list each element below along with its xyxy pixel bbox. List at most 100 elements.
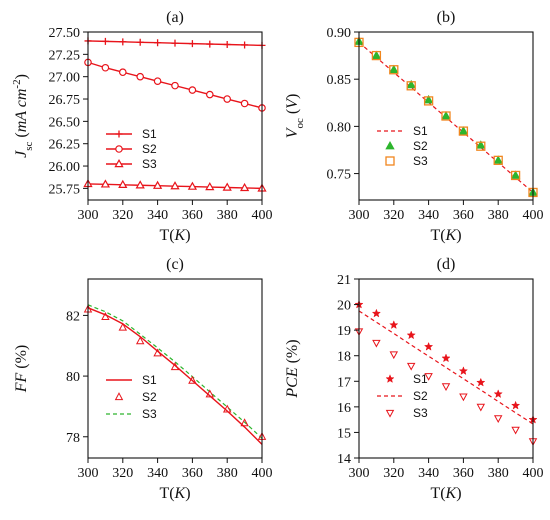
data-point-s1 (476, 377, 486, 387)
data-point-s3 (118, 179, 128, 189)
data-point-s2 (222, 404, 232, 413)
x-tick-label: 320 (112, 208, 133, 223)
label-part: ( (13, 132, 30, 141)
legend-label: S3 (142, 157, 157, 171)
plot-frame (358, 278, 534, 459)
x-tick-label: 300 (78, 208, 99, 223)
panel-label: (b) (437, 9, 456, 26)
data-point-s2 (223, 95, 232, 103)
x-axis-label: T(K) (159, 227, 190, 244)
data-point-s2 (171, 81, 179, 90)
panel-d: 300 320 340 360 380 400 14 15 16 17 18 19 20 21 (d) T(K… (284, 256, 544, 502)
x-tick-label: 360 (453, 208, 474, 223)
plot-frame (358, 31, 534, 201)
y-tick-label: 0.90 (327, 26, 352, 41)
x-tick-label: 300 (78, 466, 99, 481)
panel-label: (d) (437, 256, 456, 273)
data-point-s2 (153, 348, 162, 357)
data-point-s3 (406, 362, 416, 371)
x-tick-label: 340 (147, 466, 168, 481)
x-tick-label: 380 (488, 208, 509, 223)
data-point-s2 (153, 77, 162, 85)
x-tick-label: 380 (217, 466, 238, 481)
data-point-s3 (510, 170, 521, 181)
x-tick-label: 340 (418, 466, 439, 481)
data-point-s2 (493, 155, 503, 164)
legend-label: S1 (413, 372, 428, 386)
y-tick-label: 18 (337, 350, 351, 365)
y-tick-label: 26.50 (49, 115, 81, 130)
label-part: K (445, 227, 458, 244)
data-point-s3 (493, 415, 503, 424)
data-point-s2 (476, 140, 486, 149)
data-point-s3 (423, 96, 434, 106)
data-point-s1 (458, 366, 469, 376)
data-point-s3 (239, 182, 250, 192)
legend-label: S1 (413, 124, 428, 138)
x-tick-label: 400 (523, 208, 544, 223)
data-point-s1 (510, 400, 521, 410)
legend-label: S3 (142, 407, 157, 421)
plot-frame (87, 31, 263, 201)
y-axis-label: FF (%) (13, 345, 30, 394)
y-tick-label: 27.25 (49, 48, 81, 63)
y-tick-label: 0.75 (327, 168, 352, 183)
data-point-s3 (458, 126, 469, 136)
series-dashed-line-s2 (358, 310, 534, 425)
legend-marker (385, 374, 395, 383)
data-point-s3 (372, 339, 381, 348)
data-point-s2 (118, 322, 128, 331)
label-part: K (445, 485, 458, 502)
y-tick-label: 82 (66, 309, 80, 324)
label-part: mA cm (13, 89, 30, 133)
data-point-s2 (119, 68, 127, 77)
x-tick-label: 360 (182, 466, 203, 481)
y-tick-label: 0.80 (327, 120, 352, 135)
x-tick-label: 360 (182, 208, 203, 223)
data-point-s1 (371, 308, 382, 318)
data-point-s3 (476, 141, 486, 151)
data-point-s3 (511, 426, 520, 435)
data-point-s1 (154, 39, 162, 47)
legend-label: S2 (413, 139, 428, 153)
data-point-s2 (441, 110, 451, 120)
data-point-s1 (206, 40, 214, 48)
y-tick-label: 14 (337, 452, 351, 467)
y-tick-label: 27.00 (49, 71, 81, 86)
legend-label: S3 (413, 154, 428, 168)
panel-label: (a) (166, 9, 184, 26)
data-point-s3 (222, 182, 232, 191)
label-part: T( (159, 485, 174, 502)
legend-label: S1 (142, 373, 157, 387)
y-tick-label: 21 (337, 273, 351, 288)
data-point-s3 (441, 383, 451, 392)
x-tick-label: 400 (252, 466, 273, 481)
legend-marker (115, 145, 123, 153)
label-part: ) (456, 485, 461, 502)
data-point-s2 (240, 418, 249, 427)
data-point-s2 (206, 90, 214, 99)
data-point-s1 (119, 38, 127, 46)
data-point-s3 (406, 81, 416, 91)
y-tick-label: 20 (337, 299, 351, 314)
label-part: T( (159, 227, 174, 244)
y-tick-label: 16 (337, 401, 351, 416)
data-point-s1 (241, 41, 249, 49)
data-point-s2 (406, 79, 416, 89)
legend-label: S2 (142, 390, 157, 404)
y-axis-label: PCE (%) (284, 339, 301, 398)
legend-marker (114, 392, 124, 401)
label-part: K (174, 227, 187, 244)
label-part: ) (456, 227, 461, 244)
x-tick-label: 300 (349, 466, 370, 481)
x-tick-label: 400 (523, 466, 544, 481)
data-point-s1 (441, 353, 451, 363)
x-tick-label: 300 (349, 208, 370, 223)
y-tick-label: 0.85 (327, 73, 352, 88)
data-point-s2 (188, 86, 197, 94)
data-point-s3 (389, 351, 399, 360)
label-part: (%) (13, 345, 30, 373)
legend-marker (115, 130, 123, 138)
